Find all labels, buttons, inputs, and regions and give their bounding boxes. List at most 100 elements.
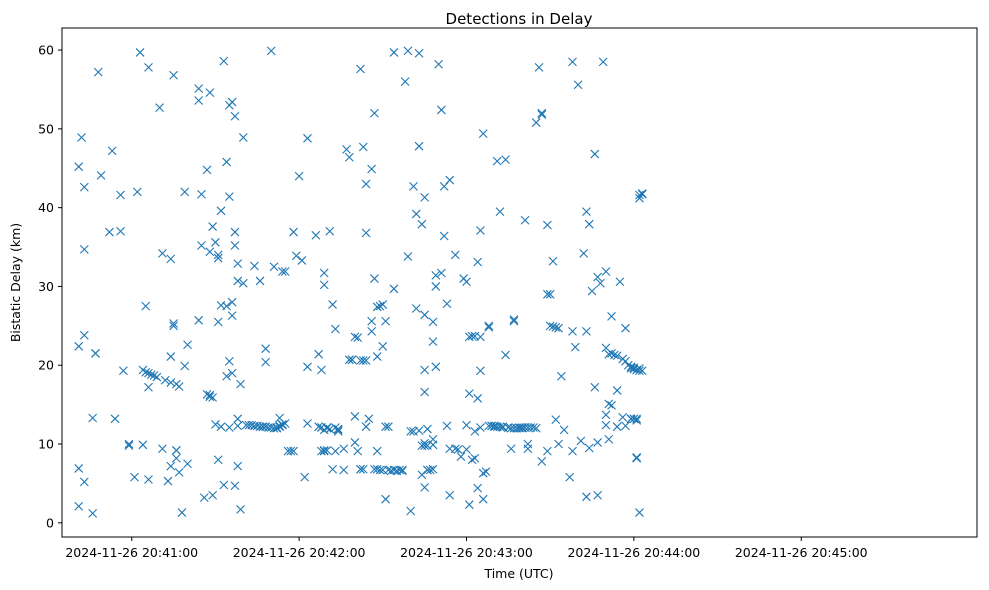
y-axis: 0 10 20 30 40 50 60 — [38, 43, 62, 530]
x-axis: 2024-11-26 20:41:00 2024-11-26 20:42:00 20… — [65, 537, 868, 560]
data-point — [439, 231, 449, 241]
data-point — [144, 63, 153, 72]
data-point — [174, 382, 184, 391]
data-point — [537, 108, 547, 118]
data-point — [322, 445, 332, 455]
data-point — [311, 230, 321, 240]
data-point — [333, 424, 343, 434]
data-point — [598, 57, 608, 67]
data-point — [442, 421, 452, 431]
data-point — [551, 415, 561, 424]
data-point — [406, 506, 416, 516]
data-point — [478, 494, 488, 504]
data-point — [353, 446, 363, 456]
data-point — [364, 414, 374, 424]
data-point — [601, 410, 611, 420]
data-point — [303, 419, 312, 428]
y-tick-label: 0 — [46, 515, 54, 530]
data-point — [604, 434, 614, 444]
data-point — [197, 189, 206, 199]
data-point — [495, 422, 505, 432]
data-point — [417, 470, 427, 480]
data-point — [629, 414, 639, 424]
data-point — [626, 363, 636, 373]
data-point — [529, 423, 538, 432]
data-point — [509, 316, 519, 326]
data-point — [266, 46, 276, 56]
data-point — [473, 393, 483, 403]
data-point — [166, 461, 176, 471]
data-point — [141, 301, 151, 311]
data-point — [144, 368, 153, 378]
data-point — [375, 465, 385, 475]
data-point — [383, 422, 393, 432]
data-point — [464, 500, 474, 510]
data-point — [411, 304, 421, 313]
data-point — [621, 323, 630, 333]
data-point — [79, 182, 89, 192]
data-point — [635, 366, 644, 376]
data-point — [531, 423, 541, 433]
data-point — [322, 423, 332, 433]
data-point — [367, 164, 377, 174]
data-point — [428, 440, 438, 450]
x-tick-label: 2024-11-26 20:41:00 — [65, 545, 198, 560]
data-point — [632, 453, 642, 463]
data-point — [219, 480, 229, 490]
data-point — [166, 254, 176, 264]
data-point — [414, 141, 424, 151]
data-point — [213, 253, 223, 263]
data-point — [593, 272, 602, 282]
data-point — [420, 441, 430, 450]
data-point — [197, 241, 206, 250]
data-point — [146, 370, 156, 380]
data-point — [590, 149, 600, 159]
data-point — [361, 179, 371, 189]
data-point — [403, 46, 413, 56]
data-point — [635, 508, 644, 517]
data-point — [275, 421, 284, 431]
data-point — [607, 349, 616, 358]
data-point — [409, 181, 418, 191]
data-point — [607, 401, 616, 410]
data-point — [551, 323, 561, 332]
data-point — [389, 48, 399, 57]
data-point — [470, 427, 480, 436]
data-point — [464, 389, 474, 398]
data-point — [356, 464, 365, 474]
data-point — [160, 375, 170, 385]
data-point — [445, 175, 455, 185]
data-point — [222, 301, 231, 311]
data-point — [484, 323, 494, 332]
data-point — [462, 277, 471, 287]
data-point — [403, 252, 413, 261]
data-point — [194, 84, 204, 94]
data-point — [272, 423, 282, 432]
data-point — [632, 453, 642, 462]
data-point — [353, 333, 363, 343]
data-point — [381, 494, 390, 504]
data-point — [163, 476, 173, 486]
data-point — [596, 278, 605, 288]
data-point — [434, 59, 443, 69]
data-point — [233, 414, 243, 424]
data-point — [570, 342, 580, 352]
data-point — [330, 324, 340, 334]
data-point — [238, 133, 248, 142]
data-point — [473, 483, 483, 493]
data-point — [467, 331, 477, 341]
data-point — [238, 278, 248, 288]
data-point — [358, 464, 368, 474]
data-point — [230, 481, 240, 491]
data-point — [621, 421, 630, 431]
data-point — [77, 133, 86, 142]
data-point — [545, 289, 555, 299]
data-point — [478, 468, 488, 478]
data-point — [339, 465, 349, 475]
data-point — [506, 444, 516, 454]
data-point — [450, 444, 460, 454]
data-point — [155, 103, 165, 112]
data-point — [478, 129, 488, 138]
data-point — [152, 372, 162, 382]
data-point — [144, 382, 153, 392]
